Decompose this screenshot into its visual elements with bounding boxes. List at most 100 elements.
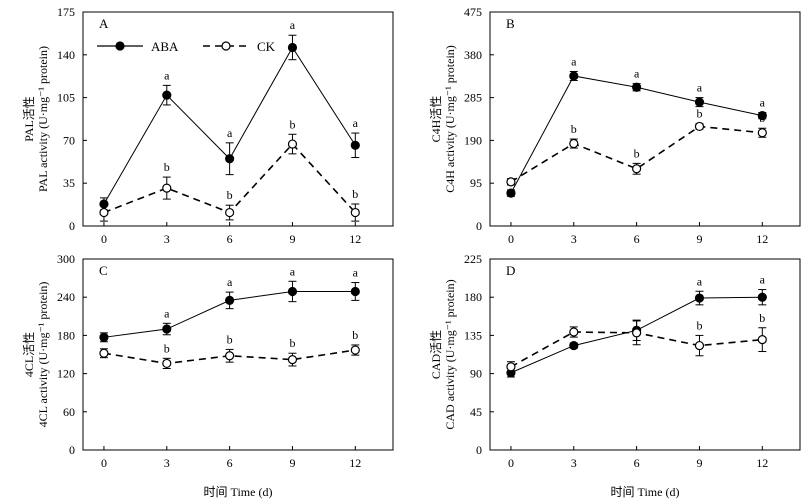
panel-c: C 0 60 120 180 240 300 0 3 6 9 12 4CL活性 4CL activity … xyxy=(22,252,394,499)
data-point xyxy=(694,97,705,107)
significance-label: b xyxy=(352,328,358,342)
x-tick-label: 0 xyxy=(101,232,107,246)
x-tick-label: 3 xyxy=(571,232,577,246)
x-tick-label: 12 xyxy=(756,456,768,470)
series-aba: a a a a xyxy=(99,264,360,343)
x-tick-label: 3 xyxy=(571,456,577,470)
data-point xyxy=(225,154,235,164)
x-tick-label: 9 xyxy=(696,456,702,470)
panel-b: B 0 95 190 285 380 475 0 3 6 9 12 C4H活性 C4H activity … xyxy=(429,5,801,246)
plot-frame xyxy=(82,258,394,451)
y-tick-label: 0 xyxy=(476,443,482,457)
data-point xyxy=(225,295,235,305)
data-point xyxy=(162,358,172,369)
significance-label: b xyxy=(696,107,702,121)
series-aba: a a a a xyxy=(506,54,767,198)
y-tick-label: 380 xyxy=(464,48,482,62)
data-point xyxy=(350,207,360,218)
y-tick-label: 475 xyxy=(464,5,482,19)
series-line xyxy=(510,125,763,183)
significance-label: a xyxy=(227,275,233,289)
significance-label: b xyxy=(164,160,170,174)
y-axis-label-cn: C4H活性 xyxy=(429,96,443,143)
x-tick-label: 3 xyxy=(164,232,170,246)
plot-frame xyxy=(489,11,801,227)
significance-label: a xyxy=(634,67,640,81)
y-tick-label: 60 xyxy=(63,405,75,419)
significance-label: a xyxy=(353,116,359,130)
legend: ABA CK xyxy=(97,39,276,54)
data-point xyxy=(287,286,298,297)
significance-label: b xyxy=(759,111,765,125)
data-point xyxy=(694,121,705,132)
data-point xyxy=(350,286,360,297)
significance-label: b xyxy=(227,332,233,346)
significance-label: a xyxy=(697,81,703,95)
significance-label: b xyxy=(164,341,170,355)
data-point xyxy=(757,111,767,121)
y-axis-label-cn: 4CL活性 xyxy=(22,332,36,377)
x-tick-label: 9 xyxy=(696,232,702,246)
y-tick-label: 45 xyxy=(470,405,482,419)
significance-label: b xyxy=(289,336,295,350)
data-point xyxy=(632,82,642,92)
y-tick-label: 105 xyxy=(57,91,75,105)
y-tick-label: 0 xyxy=(476,219,482,233)
data-point xyxy=(162,90,172,100)
significance-label: b xyxy=(759,311,765,325)
y-tick-label: 225 xyxy=(464,252,482,266)
y-tick-label: 135 xyxy=(464,328,482,342)
x-axis-label: 时间 Time (d) xyxy=(204,485,273,499)
y-axis-label-en: C4H activity (U·mg⁻¹ protein) xyxy=(443,45,457,193)
x-tick-label: 12 xyxy=(349,232,361,246)
data-point xyxy=(569,71,579,81)
y-tick-label: 180 xyxy=(464,290,482,304)
data-point xyxy=(694,340,705,351)
series-ck: bb xyxy=(506,311,767,373)
x-axis-label: 时间 Time (d) xyxy=(611,485,680,499)
significance-label: b xyxy=(352,187,358,201)
panel-letter: A xyxy=(99,16,109,31)
significance-label: b xyxy=(227,188,233,202)
significance-label: b xyxy=(634,146,640,160)
y-tick-label: 175 xyxy=(57,5,75,19)
data-point xyxy=(757,128,767,138)
legend-marker xyxy=(115,41,125,51)
y-tick-label: 285 xyxy=(464,91,482,105)
significance-label: a xyxy=(353,266,359,280)
data-point xyxy=(632,164,642,174)
significance-label: a xyxy=(164,306,170,320)
data-point xyxy=(757,292,767,302)
significance-label: a xyxy=(164,68,170,82)
data-point xyxy=(506,362,516,372)
y-axis-label-cn: PAL活性 xyxy=(22,96,36,142)
y-tick-label: 240 xyxy=(57,290,75,304)
series-line xyxy=(510,75,763,194)
data-point xyxy=(162,183,172,193)
panel-letter: D xyxy=(506,263,515,278)
data-point xyxy=(225,207,235,218)
data-point xyxy=(225,351,235,361)
panel-a: A 0 35 70 105 140 175 0 3 6 9 12 PAL活性 PAL activity (… xyxy=(22,5,394,246)
significance-label: a xyxy=(227,126,233,140)
y-axis-label-en: CAD activity (U·mg⁻¹ protein) xyxy=(443,279,457,429)
data-point xyxy=(694,293,705,303)
legend-marker xyxy=(221,41,231,51)
legend-item-aba: ABA xyxy=(97,39,179,54)
panel-letter: C xyxy=(99,263,108,278)
y-tick-label: 95 xyxy=(470,176,482,190)
y-tick-label: 70 xyxy=(63,133,75,147)
x-tick-label: 0 xyxy=(101,456,107,470)
y-tick-label: 120 xyxy=(57,367,75,381)
significance-label: a xyxy=(290,264,296,278)
panel-letter: B xyxy=(506,16,515,31)
data-point xyxy=(506,177,516,187)
x-tick-label: 6 xyxy=(227,232,233,246)
data-point xyxy=(99,207,109,218)
x-tick-label: 0 xyxy=(508,232,514,246)
plot-frame xyxy=(82,11,394,227)
legend-item-ck: CK xyxy=(203,39,276,54)
